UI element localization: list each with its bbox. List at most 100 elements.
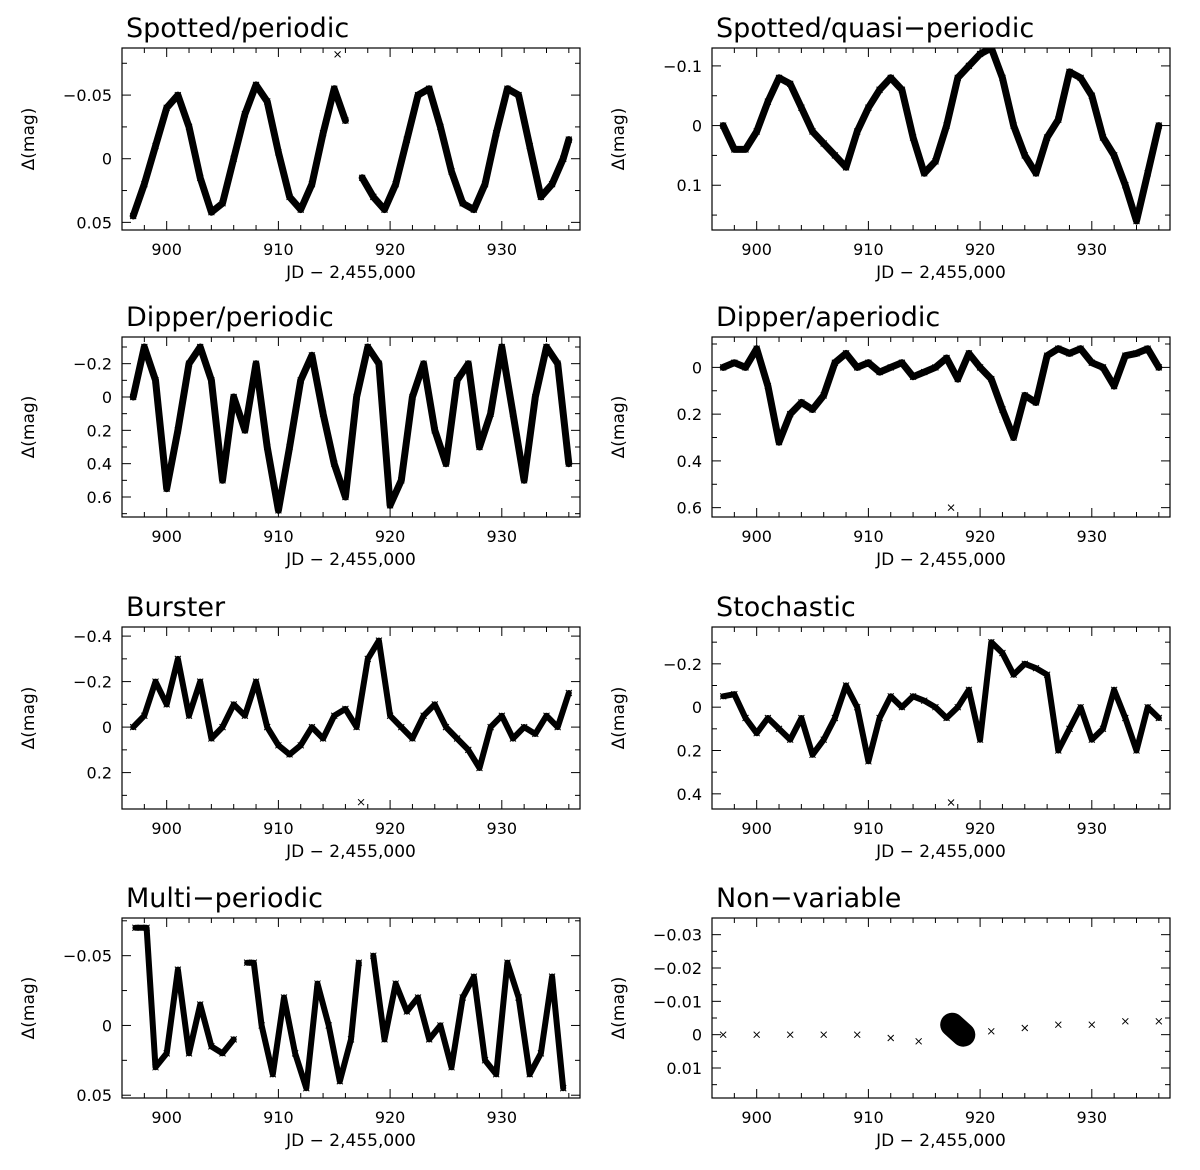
data-point <box>1066 350 1073 357</box>
data-point <box>397 723 405 731</box>
data-point <box>1077 703 1084 711</box>
x-tick-label: 910 <box>853 240 884 259</box>
data-point <box>920 169 928 177</box>
data-point <box>976 364 984 371</box>
x-tick-label: 910 <box>263 819 294 838</box>
data-point <box>386 712 394 720</box>
data-point <box>775 74 783 82</box>
data-point <box>730 690 738 698</box>
data-point <box>470 973 478 980</box>
data-point <box>185 712 193 720</box>
panel-1: Spotted/periodic 900 910 920 930 −0.05 0 0.05 JD… <box>19 13 581 283</box>
x-tick-label: 910 <box>853 527 884 546</box>
y-tick-label: 0.4 <box>677 452 702 471</box>
data-point <box>742 364 749 371</box>
data-point <box>286 751 293 758</box>
data-point <box>764 714 772 722</box>
data-point <box>1021 660 1029 668</box>
data-point <box>1054 116 1062 123</box>
data-point <box>887 364 895 371</box>
data-point <box>820 140 828 147</box>
data-point <box>1144 169 1152 177</box>
data-point <box>1043 352 1051 360</box>
data-point <box>280 994 288 1001</box>
data-point <box>252 360 260 368</box>
panel-3: Dipper/periodic 900 910 920 930 −0.2 0 0.2 0.4 0.… <box>19 302 581 570</box>
data-point <box>369 952 377 960</box>
data-point <box>876 86 883 94</box>
data-point <box>1121 181 1129 189</box>
data-point <box>342 117 349 124</box>
data-point <box>431 700 439 708</box>
data-point <box>719 122 727 129</box>
data-point <box>269 1070 277 1078</box>
data-point <box>565 460 573 468</box>
panel-8: Non−variable 900 910 920 930 −0.03 −0.02 −0.01 0… <box>609 883 1171 1151</box>
data-point <box>1077 74 1084 82</box>
x-axis-label: JD − 2,455,000 <box>875 1131 1006 1151</box>
data-point <box>386 501 394 509</box>
plot-frame <box>121 917 581 1099</box>
data-point <box>987 1027 995 1035</box>
y-tick-label: −0.05 <box>63 947 112 966</box>
data-point <box>375 637 383 645</box>
x-tick-label: 900 <box>741 819 772 838</box>
x-tick-label: 920 <box>965 240 996 259</box>
plot-frame <box>711 917 1171 1099</box>
data-point <box>842 163 850 171</box>
y-tick-label: −0.4 <box>73 627 112 646</box>
data-point <box>1121 714 1129 722</box>
plot-frame <box>711 336 1171 518</box>
outlier-point <box>357 798 365 806</box>
data-point <box>887 692 895 700</box>
data-point <box>342 493 349 501</box>
data-point <box>174 655 182 663</box>
panel-title: Non−variable <box>716 883 901 914</box>
data-point <box>753 128 761 135</box>
data-point <box>1032 664 1040 672</box>
x-tick-label: 930 <box>487 819 518 838</box>
data-point <box>509 735 517 742</box>
data-point <box>381 206 388 213</box>
data-point <box>786 1031 794 1039</box>
data-point <box>392 980 400 987</box>
y-tick-label: 0.05 <box>76 213 112 232</box>
data-point <box>753 345 761 353</box>
data-point <box>314 980 321 987</box>
data-point <box>965 350 973 357</box>
panel-6: Stochastic 900 910 920 930 −0.2 0 0.2 0.4 JD − 2,… <box>609 592 1171 862</box>
x-axis-label: JD − 2,455,000 <box>285 842 416 862</box>
data-point <box>487 723 494 731</box>
data-point <box>297 741 305 749</box>
data-point <box>515 994 522 1001</box>
data-point <box>448 1063 455 1071</box>
data-point <box>163 700 171 708</box>
data-point <box>163 104 171 112</box>
data-point <box>1110 152 1118 159</box>
data-point <box>853 703 861 711</box>
light-curve-series <box>129 81 573 220</box>
data-point <box>853 364 861 371</box>
y-tick-label: 0 <box>692 698 702 717</box>
data-point <box>1054 345 1062 353</box>
x-tick-label: 920 <box>965 1108 996 1127</box>
data-point <box>330 712 338 720</box>
y-tick-label: 0.2 <box>677 742 702 761</box>
outlier-point <box>947 504 955 512</box>
data-point <box>976 736 984 744</box>
x-tick-label: 920 <box>375 819 406 838</box>
data-point <box>809 128 816 135</box>
data-point <box>559 155 567 163</box>
y-axis-label: Δ(mag) <box>609 977 629 1040</box>
data-point <box>775 438 783 446</box>
data-point <box>241 110 249 118</box>
data-point <box>798 104 805 112</box>
data-point <box>1099 725 1107 733</box>
data-point <box>1066 68 1073 76</box>
data-point <box>140 343 148 351</box>
data-point <box>537 193 545 201</box>
data-point <box>230 393 238 401</box>
y-axis-label: Δ(mag) <box>609 108 629 171</box>
data-point <box>297 376 305 384</box>
data-point <box>219 476 226 484</box>
